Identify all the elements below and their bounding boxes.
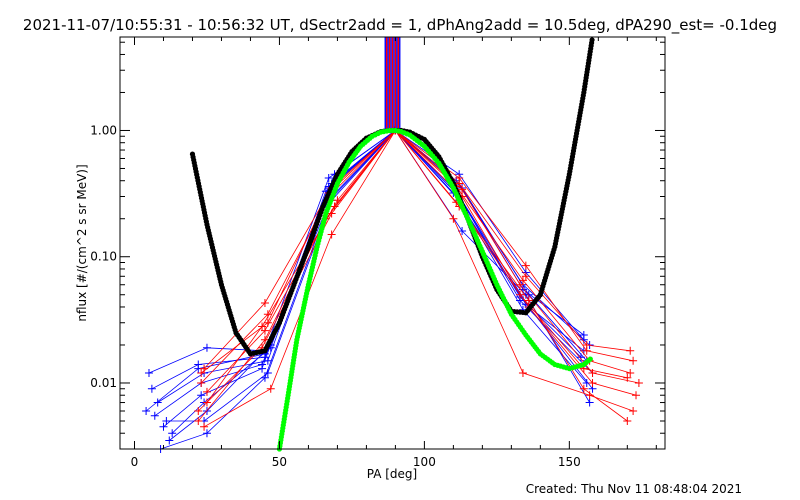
- data-point: [266, 384, 275, 393]
- data-point: [200, 422, 209, 431]
- data-point: [260, 373, 269, 382]
- y-tick-label: 0.01: [90, 376, 117, 390]
- data-point: [197, 368, 206, 377]
- data-point: [260, 299, 269, 308]
- data-point: [623, 416, 632, 425]
- data-point: [194, 416, 203, 425]
- data-point: [197, 378, 206, 387]
- x-tick-label: 0: [131, 455, 139, 469]
- data-point: [585, 398, 594, 407]
- axes-group: 0 50 100 150 0.01 0.10 1.00: [90, 37, 665, 469]
- data-point: [579, 384, 588, 393]
- data-point: [258, 360, 267, 369]
- x-tick-label: 150: [558, 455, 581, 469]
- data-point: [455, 179, 464, 188]
- data-point: [582, 340, 591, 349]
- data-point: [324, 174, 333, 183]
- series-line: [171, 129, 593, 434]
- data-point: [629, 356, 638, 365]
- data-point: [327, 209, 336, 218]
- series-line: [169, 129, 593, 441]
- series-line: [166, 129, 588, 422]
- data-point: [449, 214, 458, 223]
- data-point: [634, 378, 643, 387]
- series-line: [203, 129, 634, 369]
- data-point: [165, 436, 174, 445]
- series-line: [206, 129, 628, 403]
- data-point: [147, 384, 156, 393]
- fit-curves-group: [189, 37, 595, 452]
- x-tick-label: 50: [272, 455, 287, 469]
- data-point: [518, 368, 527, 377]
- data-point: [521, 261, 530, 270]
- plot-frame: [119, 36, 666, 450]
- data-point: [258, 322, 267, 331]
- series-line: [200, 129, 631, 384]
- y-tick-label: 1.00: [90, 123, 117, 137]
- data-point: [260, 326, 269, 335]
- series-line: [203, 129, 634, 428]
- data-point: [194, 406, 203, 415]
- data-point: [150, 411, 159, 420]
- data-point: [458, 185, 467, 194]
- data-point: [458, 226, 467, 235]
- footer-created-timestamp: Created: Thu Nov 11 08:48:04 2021: [525, 482, 742, 496]
- data-point: [588, 368, 597, 377]
- data-point: [197, 391, 206, 400]
- page-title: 2021-11-07/10:55:31 - 10:56:32 UT, dSect…: [22, 16, 778, 34]
- data-point: [168, 429, 177, 438]
- data-point: [144, 368, 153, 377]
- series-line: [200, 129, 631, 374]
- data-point: [202, 429, 211, 438]
- data-point: [159, 422, 168, 431]
- series-line: [206, 129, 639, 393]
- fit-point: [589, 37, 595, 43]
- data-point: [518, 276, 527, 285]
- data-point: [629, 406, 638, 415]
- y-axis-label: nflux [#/(cm^2 s sr MeV)]: [75, 164, 89, 321]
- data-point: [202, 387, 211, 396]
- data-point: [327, 230, 336, 239]
- x-tick-label: 100: [413, 455, 436, 469]
- data-point: [333, 196, 342, 205]
- data-point: [632, 391, 641, 400]
- data-point: [576, 353, 585, 362]
- x-axis-label: PA [deg]: [367, 467, 417, 481]
- y-tick-label: 0.10: [90, 250, 117, 264]
- fit-point: [587, 356, 593, 362]
- vertical-lines-group: [384, 37, 401, 131]
- data-point: [579, 330, 588, 339]
- data-point: [521, 272, 530, 281]
- series-line: [198, 129, 628, 422]
- data-point: [153, 398, 162, 407]
- data-point: [142, 406, 151, 415]
- data-point: [202, 343, 211, 352]
- data-point: [626, 346, 635, 355]
- data-point: [524, 296, 533, 305]
- data-point: [162, 416, 171, 425]
- data-point: [626, 368, 635, 377]
- data-point: [588, 378, 597, 387]
